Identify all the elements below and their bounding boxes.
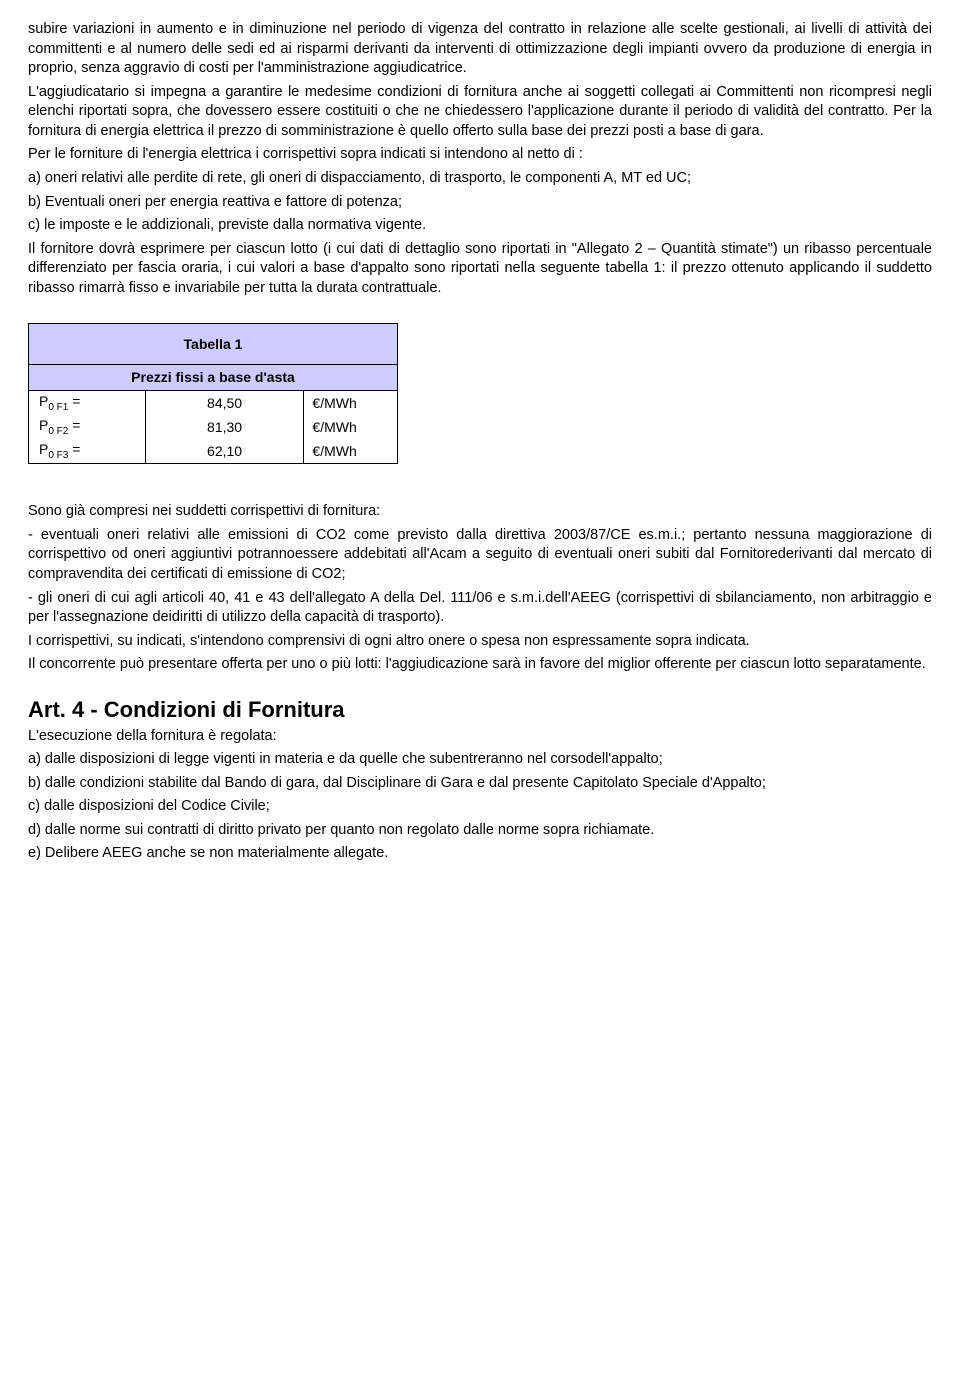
paragraph: - gli oneri di cui agli articoli 40, 41 … <box>28 589 932 628</box>
paragraph: Sono già compresi nei suddetti corrispet… <box>28 502 932 522</box>
row-value: 62,10 <box>145 439 304 464</box>
row-value: 84,50 <box>145 391 304 416</box>
price-table-wrap: Tabella 1 Prezzi fissi a base d'asta P0 … <box>28 323 932 464</box>
table-title-row: Tabella 1 <box>29 324 398 365</box>
paragraph: - eventuali oneri relativi alle emission… <box>28 526 932 585</box>
table-subtitle: Prezzi fissi a base d'asta <box>29 365 398 391</box>
row-label: P0 F3 = <box>29 439 146 464</box>
table-title: Tabella 1 <box>29 324 398 365</box>
article-4-heading: Art. 4 - Condizioni di Fornitura <box>28 695 932 725</box>
list-item-c: c) dalle disposizioni del Codice Civile; <box>28 797 932 817</box>
list-item-a: a) oneri relativi alle perdite di rete, … <box>28 169 932 189</box>
list-item-d: d) dalle norme sui contratti di diritto … <box>28 821 932 841</box>
paragraph: subire variazioni in aumento e in diminu… <box>28 20 932 79</box>
paragraph: L'aggiudicatario si impegna a garantire … <box>28 83 932 142</box>
list-item-b: b) dalle condizioni stabilite dal Bando … <box>28 774 932 794</box>
table-row: P0 F1 = 84,50 €/MWh <box>29 391 398 416</box>
table-row: P0 F3 = 62,10 €/MWh <box>29 439 398 464</box>
table-row: P0 F2 = 81,30 €/MWh <box>29 415 398 439</box>
list-item-a: a) dalle disposizioni di legge vigenti i… <box>28 750 932 770</box>
list-item-b: b) Eventuali oneri per energia reattiva … <box>28 193 932 213</box>
row-unit: €/MWh <box>304 415 398 439</box>
paragraph: Il concorrente può presentare offerta pe… <box>28 655 932 675</box>
list-item-e: e) Delibere AEEG anche se non materialme… <box>28 844 932 864</box>
paragraph: Per le forniture di l'energia elettrica … <box>28 145 932 165</box>
row-value: 81,30 <box>145 415 304 439</box>
price-table: Tabella 1 Prezzi fissi a base d'asta P0 … <box>28 323 398 464</box>
paragraph: L'esecuzione della fornitura è regolata: <box>28 727 932 747</box>
paragraph: I corrispettivi, su indicati, s'intendon… <box>28 632 932 652</box>
row-unit: €/MWh <box>304 391 398 416</box>
row-unit: €/MWh <box>304 439 398 464</box>
table-subtitle-row: Prezzi fissi a base d'asta <box>29 365 398 391</box>
row-label: P0 F2 = <box>29 415 146 439</box>
row-label: P0 F1 = <box>29 391 146 416</box>
list-item-c: c) le imposte e le addizionali, previste… <box>28 216 932 236</box>
paragraph: Il fornitore dovrà esprimere per ciascun… <box>28 240 932 299</box>
